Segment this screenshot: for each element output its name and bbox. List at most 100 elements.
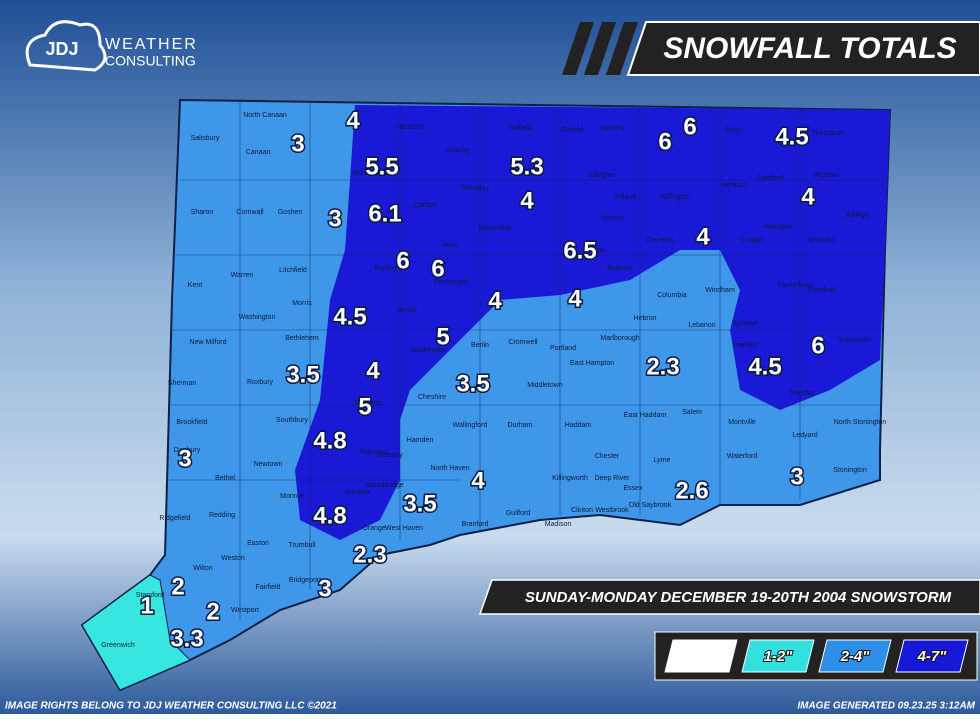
town-label: Salem	[682, 409, 702, 416]
town-label: Chester	[595, 453, 620, 460]
snowfall-value: 6	[811, 332, 824, 359]
town-label: Hampton	[764, 224, 793, 231]
town-label: Greenwich	[101, 642, 135, 649]
town-label: Sharon	[191, 209, 214, 216]
town-label: Stonington	[833, 467, 867, 474]
legend-swatch	[664, 639, 738, 673]
town-label: Hebron	[634, 315, 657, 322]
snowfall-value: 2	[171, 573, 184, 600]
town-label: Westport	[231, 607, 259, 614]
snowfall-value: 4	[471, 467, 485, 494]
brand: CONSULTING	[105, 53, 196, 69]
town-label: Woodbridge	[366, 482, 404, 489]
town-label: Lebanon	[688, 322, 715, 329]
town-label: Roxbury	[247, 379, 274, 386]
town-label: Ellington	[589, 172, 616, 179]
town-label: Berlin	[471, 342, 489, 349]
legend-label: 2-4"	[840, 648, 871, 665]
snowfall-value: 4	[801, 183, 815, 210]
town-label: Hartland	[397, 124, 424, 131]
town-label: Madison	[545, 521, 572, 528]
town-label: Somers	[600, 125, 625, 132]
snowfall-value: 6	[431, 255, 444, 282]
town-label: Southington	[409, 347, 446, 354]
town-label: Haddam	[565, 422, 592, 429]
town-label: Seymour	[359, 449, 388, 456]
legend-swatch	[741, 639, 815, 673]
snowfall-value: 4.8	[313, 502, 346, 529]
town-label: Southbury	[276, 417, 308, 424]
town-label: East Haddam	[624, 412, 667, 419]
town-label: New Milford	[190, 339, 227, 346]
town-label: Bolton	[585, 247, 605, 254]
snowfall-value: 3	[790, 463, 803, 490]
title-banner: SNOWFALL TOTALS	[562, 21, 980, 76]
town-label: Bethel	[215, 475, 235, 482]
town-label: Essex	[623, 485, 643, 492]
town-label: Deep River	[594, 475, 630, 482]
snowfall-value: 3.5	[286, 361, 319, 388]
town-label: Windham	[705, 287, 735, 294]
town-label: Preston	[790, 390, 814, 397]
snowfall-value: 6	[396, 247, 409, 274]
town-label: Middletown	[527, 382, 563, 389]
footer-left: IMAGE RIGHTS BELONG TO JDJ WEATHER CONSU…	[5, 701, 337, 712]
snowfall-value: 2	[206, 598, 219, 625]
town-label: North Haven	[430, 465, 469, 472]
town-label: Thompson	[811, 130, 844, 137]
town-label: Washington	[239, 314, 276, 321]
snowfall-value: 1	[140, 592, 153, 619]
town-label: Bridgeport	[289, 577, 321, 584]
town-label: Stamford	[136, 592, 165, 599]
town-label: Avon	[442, 242, 458, 249]
snowfall-value: 3.3	[170, 625, 203, 652]
town-label: Chaplin	[740, 237, 764, 244]
town-label: Plainfield	[808, 287, 837, 294]
town-label: Litchfield	[279, 267, 307, 274]
snowfall-value: 2.6	[675, 477, 708, 504]
town-label: Ashford	[721, 182, 745, 189]
town-label: Salisbury	[191, 135, 220, 142]
town-label: Sprague	[732, 320, 759, 327]
town-label: Durham	[508, 422, 533, 429]
town-label: Putnam	[815, 172, 839, 179]
town-label: Portland	[550, 345, 576, 352]
town-label: Branford	[462, 521, 489, 528]
snowfall-value: 6	[683, 113, 696, 140]
brand: WEATHER	[105, 36, 198, 53]
town-label: Willington	[660, 194, 690, 201]
town-label: Bethlehem	[285, 335, 319, 342]
town-label: Andover	[607, 265, 634, 272]
snowfall-value: 5	[436, 323, 449, 350]
snowfall-value: 3.5	[456, 370, 489, 397]
town-label: Guilford	[506, 510, 531, 517]
town-label: Simsbury	[460, 185, 490, 192]
town-label: Bethany	[377, 452, 403, 459]
town-label: Eastford	[757, 175, 783, 182]
town-label: Warren	[231, 272, 254, 279]
town-label: Farmington	[434, 279, 470, 286]
town-label: Granby	[447, 147, 470, 154]
town-label: Prospect	[354, 400, 382, 407]
snowfall-value: 3	[291, 130, 304, 157]
town-label: East Hampton	[570, 360, 614, 367]
town-label: Redding	[209, 512, 235, 519]
town-label: Trumbull	[289, 542, 316, 549]
snowfall-value: 3.5	[403, 490, 436, 517]
legend-label: 1-2"	[764, 648, 794, 665]
town-label: Enfield	[561, 127, 583, 134]
snowfall-value: 4	[488, 287, 502, 314]
town-label: Westbrook	[595, 507, 629, 514]
town-label: Suffield	[508, 125, 531, 132]
logo: JDJ WEATHER CONSULTING	[25, 20, 198, 72]
subtitle-banner: SUNDAY-MONDAY DECEMBER 19-20TH 2004 SNOW…	[478, 579, 980, 615]
town-label: Goshen	[278, 209, 303, 216]
snowfall-value: 6.5	[563, 237, 596, 264]
town-label: West Haven	[385, 525, 423, 532]
town-label: Ledyard	[792, 432, 817, 439]
subtitle: SUNDAY-MONDAY DECEMBER 19-20TH 2004 SNOW…	[525, 589, 952, 606]
town-label: Burlington	[374, 265, 406, 272]
footer-right: IMAGE GENERATED 09.23.25 3:12AM	[797, 701, 975, 712]
snowfall-value: 4	[520, 187, 534, 214]
logo-cloud	[25, 20, 107, 72]
